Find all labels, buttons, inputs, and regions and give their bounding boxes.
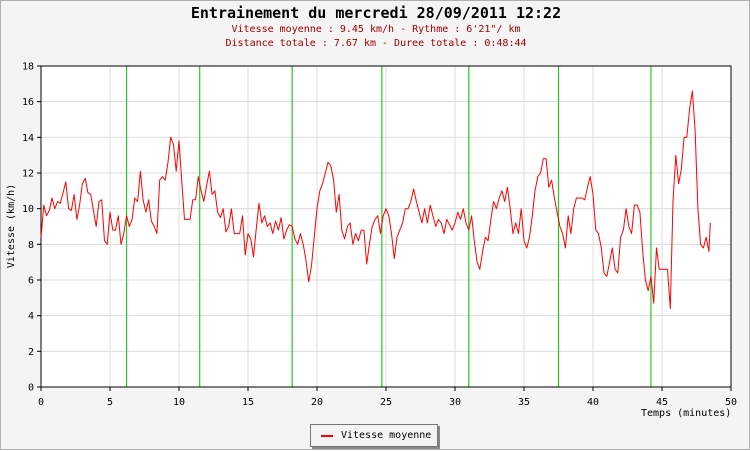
y-tick-label: 8 xyxy=(28,240,34,251)
chart-subtitle-line-2: Distance totale : 7.67 km - Duree totale… xyxy=(225,38,527,49)
y-tick-label: 2 xyxy=(28,347,34,358)
tick-labels: 0 2 4 6 8 10 12 14 16 18 0 5 10 15 20 25 30 35 40 45 50 xyxy=(22,62,737,409)
series xyxy=(40,90,711,309)
x-tick-label: 20 xyxy=(311,397,323,408)
y-tick-label: 0 xyxy=(28,383,34,394)
axes xyxy=(37,65,732,391)
legend: Vitesse moyenne xyxy=(310,424,438,447)
plot-border xyxy=(40,65,732,388)
grid xyxy=(41,66,731,387)
y-tick-label: 6 xyxy=(28,276,34,287)
x-tick-label: 25 xyxy=(380,397,392,408)
y-tick-label: 4 xyxy=(28,311,34,322)
x-tick-label: 0 xyxy=(38,397,44,408)
x-tick-label: 50 xyxy=(725,397,737,408)
x-tick-label: 15 xyxy=(242,397,254,408)
x-tick-label: 5 xyxy=(107,397,113,408)
y-tick-label: 10 xyxy=(22,204,34,215)
y-tick-label: 12 xyxy=(22,169,34,180)
y-tick-label: 18 xyxy=(22,62,34,73)
x-axis-label: Temps (minutes) xyxy=(641,408,731,419)
y-tick-label: 14 xyxy=(22,133,34,144)
x-tick-label: 45 xyxy=(656,397,668,408)
legend-label: Vitesse moyenne xyxy=(341,430,432,441)
x-tick-label: 30 xyxy=(449,397,461,408)
chart-subtitle-line-1: Vitesse moyenne : 9.45 km/h - Rythme : 6… xyxy=(231,24,521,35)
series-line-vitesse-moyenne xyxy=(40,90,711,309)
chart-title: Entrainement du mercredi 28/09/2011 12:2… xyxy=(190,4,562,22)
y-tick-label: 16 xyxy=(22,97,34,108)
x-tick-label: 10 xyxy=(173,397,185,408)
legend-swatch xyxy=(321,434,333,437)
y-axis-label: Vitesse (km/h) xyxy=(6,184,17,268)
x-tick-label: 35 xyxy=(518,397,530,408)
x-tick-label: 40 xyxy=(587,397,599,408)
